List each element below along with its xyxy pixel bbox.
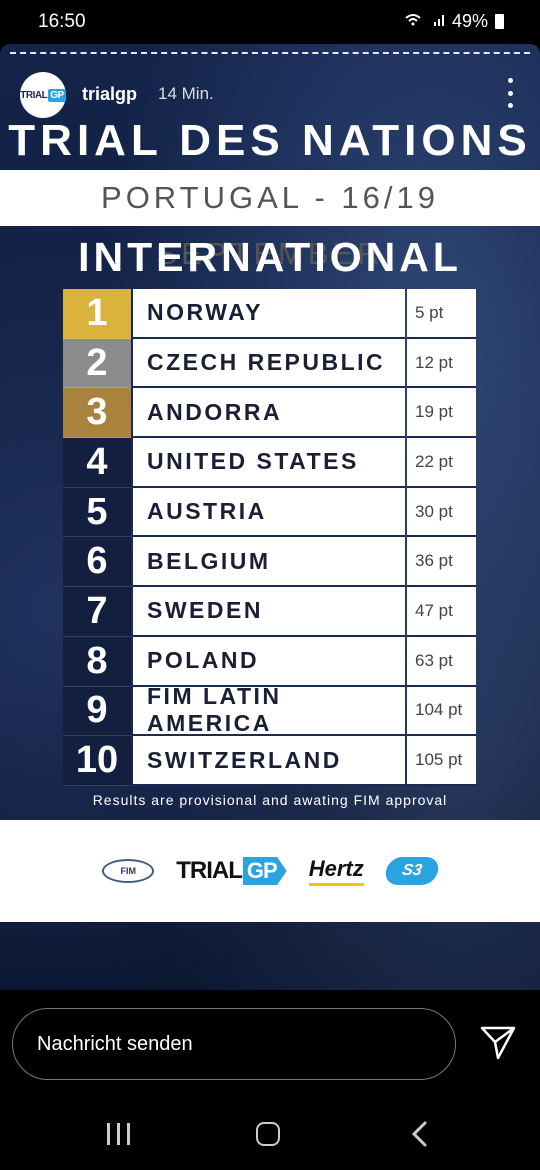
country-cell: POLAND [133,636,405,687]
avatar-logo-text: TRIAL [20,89,48,101]
points-cell: 5 pt [407,289,476,339]
points-cell: 47 pt [407,587,476,637]
country-cell: FIM LATIN AMERICA [133,683,405,736]
rank-cell: 3 [63,388,131,439]
country-cell: NORWAY [133,289,405,339]
result-row: 4 UNITED STATES 22 pt [63,438,476,488]
s3-logo: S3 [383,857,441,885]
rank-cell: 6 [63,537,131,588]
status-bar: 16:50 49% [0,0,540,44]
rank-cell: 5 [63,487,131,538]
result-row: 2 CZECH REPUBLIC 12 pt [63,338,476,389]
avatar[interactable]: TRIAL GP [20,72,66,118]
avatar-logo-tag: GP [48,88,66,102]
country-cell: CZECH REPUBLIC [133,338,405,389]
event-title: TRIAL DES NATIONS [8,116,532,165]
points-cell: 12 pt [407,338,476,389]
send-icon[interactable] [478,1022,518,1062]
home-icon[interactable] [248,1114,288,1154]
points-cell: 63 pt [407,636,476,687]
disclaimer-text: Results are provisional and awating FIM … [92,792,448,808]
result-row: 9 FIM LATIN AMERICA 104 pt [63,683,476,737]
sponsor-band: FIM TRIAL GP Hertz S3 [0,820,540,922]
bottom-bar [0,990,540,1170]
battery-percent: 49% [451,11,488,31]
points-cell: 36 pt [407,537,476,588]
rank-cell: 2 [63,338,131,389]
event-subtitle: PORTUGAL - 16/19 SEPTEMBER [0,170,540,271]
country-cell: BELGIUM [133,537,405,588]
story-header: TRIAL GP trialgp 14 Min. [18,70,522,118]
post-timestamp: 14 Min. [158,84,214,103]
country-cell: SWITZERLAND [133,736,405,786]
points-cell: 22 pt [407,438,476,488]
message-input[interactable] [12,1008,456,1080]
result-row: 3 ANDORRA 19 pt [63,388,476,439]
status-right: 49% [404,11,504,32]
points-cell: 19 pt [407,388,476,439]
rank-cell: 4 [63,438,131,488]
rank-cell: 7 [63,587,131,637]
rank-cell: 8 [63,636,131,687]
result-row: 1 NORWAY 5 pt [63,289,476,339]
rank-cell: 10 [63,736,131,786]
country-cell: ANDORRA [133,388,405,439]
country-cell: SWEDEN [133,587,405,637]
battery-icon [495,14,504,29]
result-row: 7 SWEDEN 47 pt [63,587,476,637]
trialgp-logo-main: TRIAL [176,857,243,884]
system-nav-bar [0,1110,540,1160]
rank-cell: 1 [63,289,131,339]
trialgp-logo-tag: GP [242,857,287,885]
signal-wifi-icon [404,12,448,31]
fim-logo: FIM [102,859,155,883]
result-row: 8 POLAND 63 pt [63,636,476,687]
recent-apps-icon[interactable] [98,1114,138,1154]
story-progress-bar [10,52,530,55]
result-row: 10 SWITZERLAND 105 pt [63,736,476,786]
story-container[interactable]: TRIAL GP trialgp 14 Min. TRIAL DES NATION… [0,44,540,990]
more-options-icon[interactable] [504,78,516,108]
result-row: 5 AUSTRIA 30 pt [63,487,476,538]
points-cell: 105 pt [407,736,476,786]
status-time: 16:50 [38,11,86,32]
results-table: 1 NORWAY 5 pt 2 CZECH REPUBLIC 12 pt 3 A… [63,289,476,786]
hertz-logo: Hertz [308,856,364,886]
points-cell: 104 pt [407,686,476,737]
trialgp-logo: TRIAL GP [176,857,287,885]
back-icon[interactable] [400,1114,440,1154]
rank-cell: 9 [63,686,131,737]
username[interactable]: trialgp [82,84,138,104]
result-row: 6 BELGIUM 36 pt [63,537,476,588]
country-cell: AUSTRIA [133,487,405,538]
points-cell: 30 pt [407,487,476,538]
country-cell: UNITED STATES [133,438,405,488]
